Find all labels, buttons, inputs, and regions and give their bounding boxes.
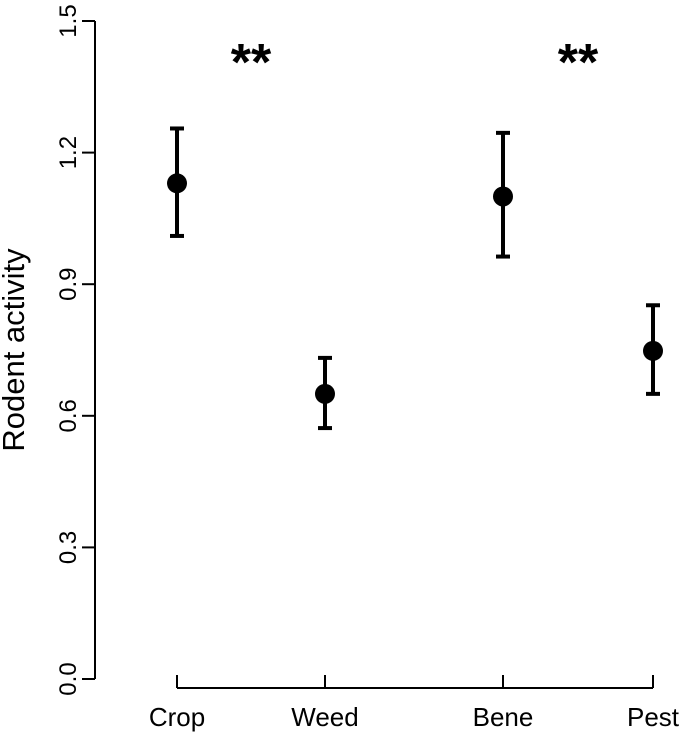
point-crop — [167, 173, 187, 194]
x-axis: Crop Weed Bene Pest — [149, 675, 680, 732]
y-tick-label-1: 0.3 — [55, 531, 82, 564]
x-tick-label-bene: Bene — [473, 702, 534, 732]
y-axis: 0.0 0.3 0.6 0.9 1.2 1.5 — [55, 4, 96, 696]
x-tick-label-weed: Weed — [291, 702, 358, 732]
x-tick-label-crop: Crop — [149, 702, 205, 732]
y-tick-label-5: 1.5 — [55, 4, 82, 37]
y-tick-label-2: 0.6 — [55, 399, 82, 432]
point-pest — [643, 340, 663, 361]
y-tick-label-3: 0.9 — [55, 268, 82, 301]
significance-annotation-1: ** — [558, 34, 599, 92]
point-weed — [315, 383, 335, 404]
y-tick-label-4: 1.2 — [55, 136, 82, 169]
significance-annotations: ** ** — [231, 34, 599, 92]
point-bene — [493, 186, 513, 207]
y-tick-label-0: 0.0 — [55, 662, 82, 695]
significance-annotation-0: ** — [231, 34, 272, 92]
y-axis-ticks: 0.0 0.3 0.6 0.9 1.2 1.5 — [55, 4, 95, 696]
data-points — [167, 126, 663, 431]
x-axis-ticks: Crop Weed Bene Pest — [149, 675, 680, 732]
x-tick-label-pest: Pest — [627, 702, 680, 732]
y-axis-label: Rodent activity — [0, 248, 31, 452]
